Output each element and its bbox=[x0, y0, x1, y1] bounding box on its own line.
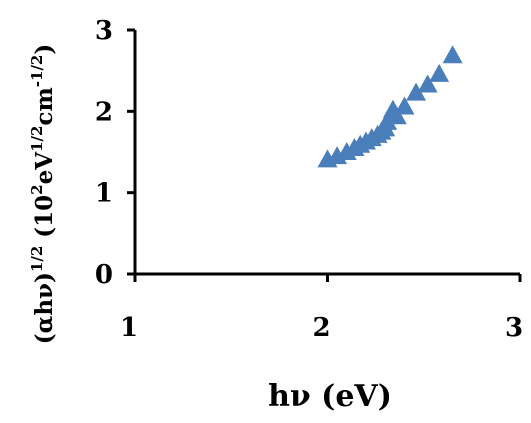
y-tick-label: 1 bbox=[95, 179, 113, 209]
x-axis-title: hν (eV) bbox=[268, 379, 392, 414]
axes bbox=[127, 28, 522, 282]
x-tick-label: 3 bbox=[505, 313, 523, 343]
data-point-triangle bbox=[406, 82, 427, 101]
y-tick-label: 0 bbox=[95, 260, 113, 290]
data-point-triangle bbox=[394, 96, 415, 115]
x-tick-label: 2 bbox=[312, 313, 330, 343]
y-tick-label: 3 bbox=[95, 16, 113, 46]
y-axis-title: (αhν)1/2 (102eV1/2cm-1/2) bbox=[28, 44, 58, 345]
data-point-triangle bbox=[442, 45, 463, 64]
data-point-triangle bbox=[417, 74, 438, 93]
data-point-triangle bbox=[386, 106, 407, 125]
data-points bbox=[317, 45, 463, 168]
x-tick-label: 1 bbox=[120, 313, 138, 343]
y-tick-label: 2 bbox=[95, 97, 113, 127]
data-point-triangle bbox=[429, 63, 450, 82]
